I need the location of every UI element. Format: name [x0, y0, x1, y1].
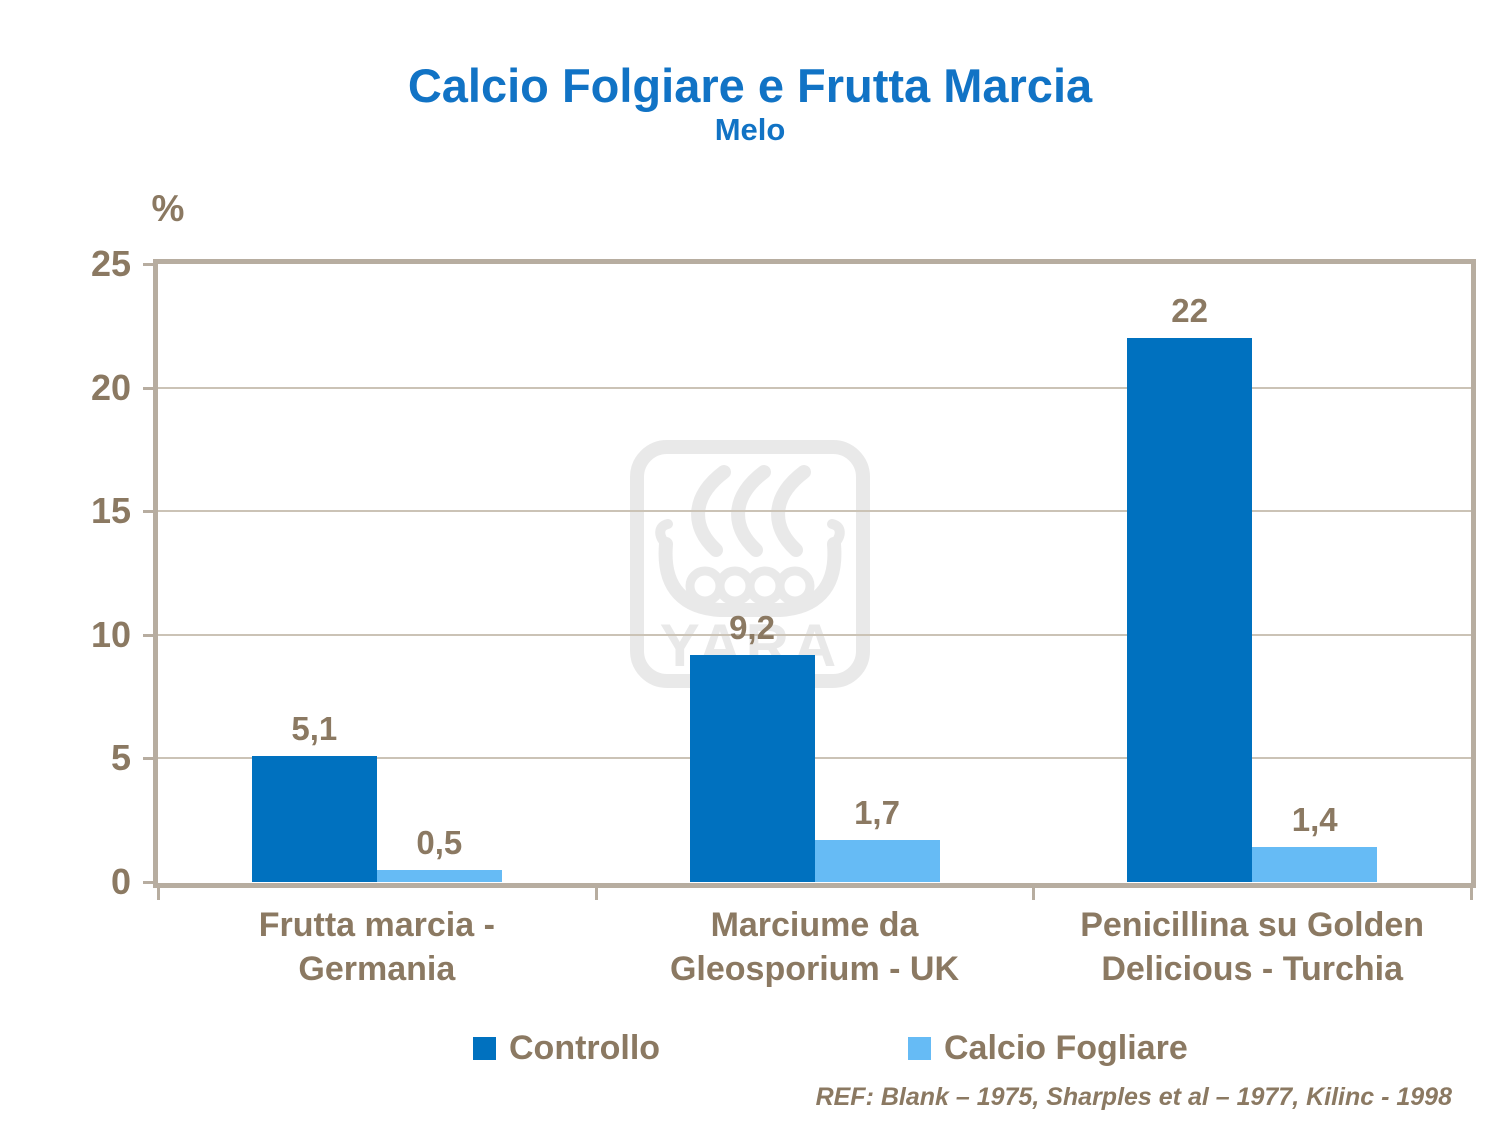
category-label-line: Penicillina su Golden	[1080, 906, 1425, 944]
ship-hull	[658, 537, 842, 617]
chart-subtitle: Melo	[714, 112, 786, 147]
gridline-15	[158, 510, 1471, 513]
y-axis-tick-5	[143, 757, 155, 761]
category-label-line: Delicious - Turchia	[1101, 950, 1403, 988]
value-label-0-1: 9,2	[729, 608, 775, 646]
x-axis-tick-0	[157, 887, 160, 900]
prow-curl	[655, 519, 673, 549]
category-label-line: Germania	[298, 950, 456, 988]
x-axis-tick-3	[1470, 887, 1473, 900]
y-axis-label-0: 0	[110, 861, 131, 902]
category-label-line: Gleosporium - UK	[669, 950, 960, 988]
bar-controllo-0	[251, 755, 377, 882]
legend-swatch-controllo	[473, 1036, 496, 1060]
legend-label-controllo: Controllo	[509, 1028, 661, 1067]
value-label-1-0: 0,5	[416, 823, 463, 861]
value-label-1-2: 1,4	[1291, 801, 1338, 839]
y-axis-unit-label: %	[151, 188, 185, 229]
y-axis-tick-20	[143, 386, 155, 390]
bar-controllo-1	[689, 654, 815, 882]
y-axis-tick-25	[143, 263, 155, 266]
bar-controllo-2	[1127, 338, 1253, 882]
y-axis-label-25: 25	[90, 243, 131, 284]
gridline-10	[158, 633, 1471, 636]
legend-label-calcio-fogliare: Calcio Fogliare	[944, 1028, 1188, 1067]
bar-calcio-fogliare-0	[376, 869, 502, 882]
category-label-2: Penicillina su Golden Delicious - Turchia	[1022, 903, 1482, 991]
y-axis-label-15: 15	[90, 490, 131, 532]
legend-swatch-calcio-fogliare	[908, 1036, 931, 1060]
category-label-line: Marciume da	[710, 906, 919, 944]
category-label-line: Frutta marcia -	[258, 906, 495, 944]
plot-area	[153, 259, 1476, 888]
category-label-0: Frutta marcia - Germania	[147, 903, 607, 991]
x-axis-tick-2	[1032, 887, 1036, 900]
x-axis-tick-1	[594, 887, 598, 900]
stern-curl	[827, 519, 845, 549]
value-label-0-0: 5,1	[291, 709, 338, 747]
bar-calcio-fogliare-2	[1252, 847, 1378, 882]
value-label-0-2: 22	[1171, 292, 1209, 330]
value-label-1-1: 1,7	[854, 793, 900, 831]
gridline-20	[158, 386, 1471, 389]
y-axis-tick-15	[143, 510, 155, 514]
shield-4	[775, 566, 815, 606]
category-label-1: Marciume da Gleosporium - UK	[585, 903, 1045, 991]
y-axis-tick-0	[143, 881, 155, 884]
y-axis-label-20: 20	[90, 366, 131, 408]
legend: Controllo Calcio Fogliare	[0, 1024, 1500, 1072]
y-axis-label-10: 10	[90, 613, 131, 655]
bar-calcio-fogliare-1	[814, 839, 940, 882]
y-axis-label-5: 5	[110, 737, 131, 779]
legend-item-calcio-fogliare: Calcio Fogliare	[908, 1024, 1188, 1072]
y-axis-tick-10	[143, 633, 155, 637]
legend-item-controllo: Controllo	[473, 1024, 660, 1072]
gridline-5	[158, 757, 1471, 760]
reference-citation: REF: Blank – 1975, Sharples et al – 1977…	[815, 1083, 1452, 1111]
chart-title: Calcio Folgiare e Frutta Marcia	[407, 59, 1093, 112]
